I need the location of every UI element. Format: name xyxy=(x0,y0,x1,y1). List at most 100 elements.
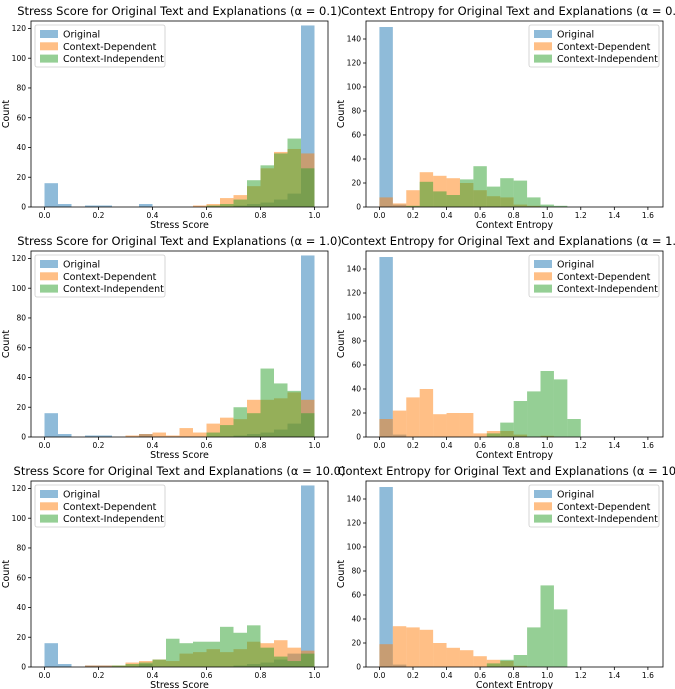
x-tick-label: 0.0 xyxy=(373,211,385,220)
chart-title: Stress Score for Original Text and Expla… xyxy=(17,4,342,18)
bar xyxy=(527,391,541,437)
x-tick-label: 1.2 xyxy=(575,671,587,680)
legend-swatch xyxy=(40,42,58,51)
bar xyxy=(274,656,288,667)
x-axis-label: Stress Score xyxy=(150,220,209,231)
x-tick-label: 1.0 xyxy=(309,211,321,220)
x-tick-label: 0.6 xyxy=(474,671,486,680)
y-tick-label: 100 xyxy=(347,543,362,552)
x-tick-label: 0.8 xyxy=(508,671,520,680)
bar xyxy=(486,186,501,207)
chart-title: Context Entropy for Original Text and Ex… xyxy=(341,234,675,248)
bar xyxy=(459,650,474,667)
bar xyxy=(301,653,315,667)
y-tick-label: 40 xyxy=(16,143,26,152)
bar xyxy=(247,180,261,207)
bar xyxy=(527,627,541,667)
bar xyxy=(392,203,407,207)
x-tick-label: 0.6 xyxy=(201,671,213,680)
series-context-independent xyxy=(486,371,581,437)
y-tick-label: 20 xyxy=(351,639,361,648)
bar xyxy=(233,632,247,667)
bar xyxy=(98,205,112,207)
bar xyxy=(500,659,514,667)
legend-swatch xyxy=(534,502,552,511)
legend-entry: Original xyxy=(557,30,594,41)
x-axis-label: Context Entropy xyxy=(476,220,554,231)
bar xyxy=(139,434,153,437)
x-tick-label: 1.2 xyxy=(575,441,587,450)
bar xyxy=(473,433,487,437)
bar xyxy=(274,383,288,437)
x-tick-label: 0.0 xyxy=(373,671,385,680)
bar xyxy=(446,195,460,207)
x-tick-label: 1.6 xyxy=(642,441,654,450)
y-tick-label: 60 xyxy=(351,591,361,600)
x-tick-label: 1.0 xyxy=(541,671,553,680)
legend-entry: Context-Dependent xyxy=(557,42,651,53)
bar xyxy=(379,487,393,667)
x-tick-label: 0.6 xyxy=(201,441,213,450)
x-tick-label: 0.8 xyxy=(255,211,267,220)
bar xyxy=(125,664,139,667)
chart-title: Context Entropy for Original Text and Ex… xyxy=(341,4,675,18)
legend-swatch xyxy=(40,54,58,63)
y-tick-label: 60 xyxy=(351,131,361,140)
x-tick-label: 1.0 xyxy=(309,671,321,680)
legend: OriginalContext-DependentContext-Indepen… xyxy=(34,484,166,528)
legend-box xyxy=(34,484,166,528)
legend-entry: Original xyxy=(557,490,594,501)
y-tick-label: 60 xyxy=(16,573,26,582)
legend-entry: Context-Independent xyxy=(63,54,164,65)
y-tick-label: 120 xyxy=(347,289,362,298)
bar xyxy=(513,655,528,667)
legend-swatch xyxy=(40,272,58,281)
bar xyxy=(58,204,72,207)
chart-panel-5: Stress Score for Original Text and Expla… xyxy=(1,464,345,689)
x-tick-label: 0.6 xyxy=(201,211,213,220)
bar xyxy=(406,190,420,207)
bar xyxy=(379,419,393,437)
x-tick-label: 1.0 xyxy=(541,441,553,450)
y-axis-label: Count xyxy=(336,100,347,128)
x-tick-label: 0.4 xyxy=(147,211,159,220)
chart-title: Stress Score for Original Text and Expla… xyxy=(14,464,346,478)
y-tick-label: 80 xyxy=(351,107,361,116)
bar xyxy=(473,166,487,207)
legend-swatch xyxy=(534,514,552,523)
bar xyxy=(98,665,112,667)
y-tick-label: 140 xyxy=(347,495,362,504)
bar xyxy=(406,627,420,667)
y-tick-label: 60 xyxy=(16,113,26,122)
legend-swatch xyxy=(534,260,552,268)
bar xyxy=(500,422,514,437)
bar xyxy=(540,585,554,667)
legend: OriginalContext-DependentContext-Indepen… xyxy=(34,254,166,298)
legend-box xyxy=(34,24,166,68)
x-tick-label: 0.4 xyxy=(441,671,453,680)
bar xyxy=(379,644,393,667)
x-tick-label: 0.6 xyxy=(474,211,486,220)
x-tick-label: 0.2 xyxy=(407,441,419,450)
bar xyxy=(527,197,541,207)
bar xyxy=(301,168,315,207)
x-tick-label: 0.4 xyxy=(441,211,453,220)
legend-box xyxy=(528,484,660,528)
y-tick-label: 40 xyxy=(16,603,26,612)
chart-title: Context Entropy for Original Text and Ex… xyxy=(337,464,675,478)
chart-panel-1: Stress Score for Original Text and Expla… xyxy=(1,4,342,231)
chart-panel-6: Context Entropy for Original Text and Ex… xyxy=(336,464,675,689)
y-tick-label: 100 xyxy=(12,284,27,293)
x-tick-label: 0.8 xyxy=(508,211,520,220)
bar xyxy=(301,255,315,437)
bar xyxy=(486,433,501,437)
bar xyxy=(139,204,153,207)
y-tick-label: 140 xyxy=(347,265,362,274)
y-tick-label: 20 xyxy=(16,403,26,412)
plot-frame xyxy=(30,250,329,438)
legend-entry: Context-Independent xyxy=(63,284,164,295)
bar xyxy=(433,414,447,437)
legend-box xyxy=(34,254,166,298)
bar xyxy=(553,205,568,207)
